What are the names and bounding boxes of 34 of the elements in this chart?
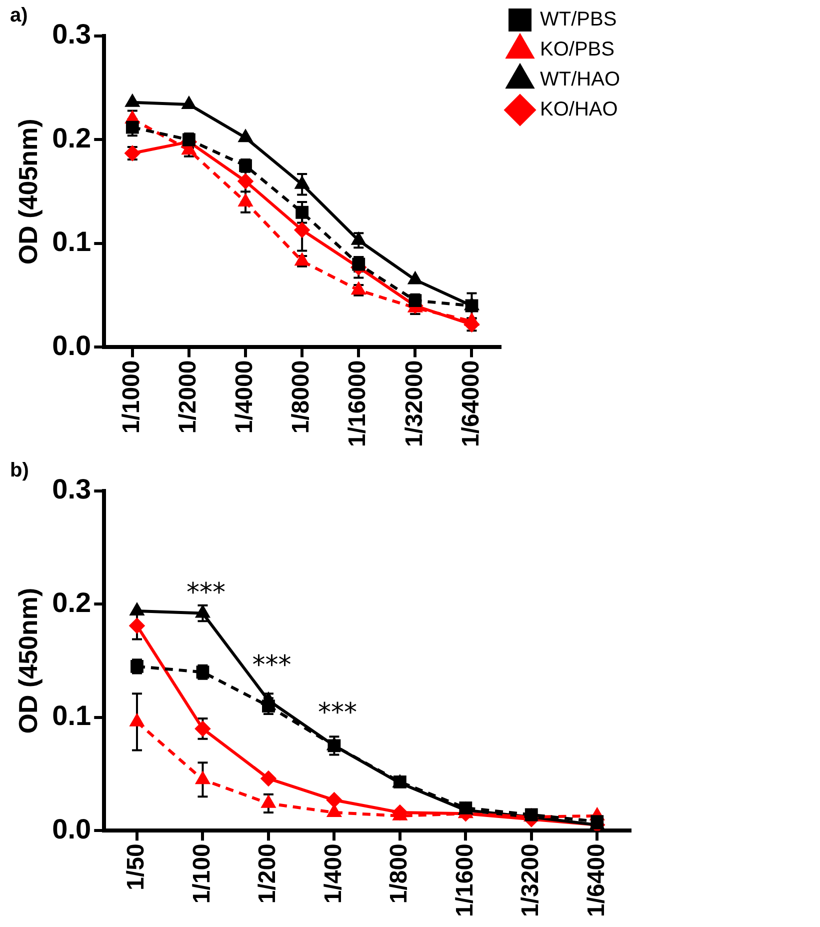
legend-label: KO/HAO [540,98,618,121]
annotation: *** [252,650,292,680]
legend-label: WT/PBS [540,8,617,31]
y-axis-title: OD (405nm) [12,118,43,265]
x-tick-label: 1/64000 [457,360,484,448]
x-tick-label: 1/1600 [451,844,478,917]
y-tick-label: 0.1 [52,226,92,258]
y-tick-label: 0.3 [52,474,92,505]
x-tick-label: 1/3200 [517,844,544,917]
x-tick-label: 1/16000 [344,360,372,448]
y-tick-label: 0.3 [52,18,92,50]
y-tick-label: 0.2 [52,586,92,618]
y-tick-label: 0.2 [52,122,92,154]
legend-label: WT/HAO [540,68,620,91]
x-tick-label: 1/100 [188,844,216,904]
x-tick-label: 1/400 [320,844,347,904]
annotation: *** [318,698,357,728]
x-tick-label: 1/4000 [231,360,258,434]
x-tick-label: 1/200 [254,844,282,904]
y-tick-label: 0.0 [52,813,92,844]
x-tick-label: 1/800 [386,844,413,904]
x-tick-label: 1/6400 [582,844,610,917]
chart-title: a) [10,4,28,27]
legend-label: KO/PBS [540,38,614,61]
x-tick-label: 1/2000 [174,360,202,434]
annotation: *** [186,578,226,608]
x-tick-label: 1/1000 [118,360,146,434]
y-axis-title: OD (450nm) [12,588,43,734]
x-tick-label: 1/8000 [288,360,315,434]
x-tick-label: 1/50 [122,844,150,890]
x-tick-label: 1/32000 [400,360,428,448]
chart-title: b) [10,460,29,482]
y-tick-label: 0.0 [52,330,92,361]
y-tick-label: 0.1 [52,700,92,732]
